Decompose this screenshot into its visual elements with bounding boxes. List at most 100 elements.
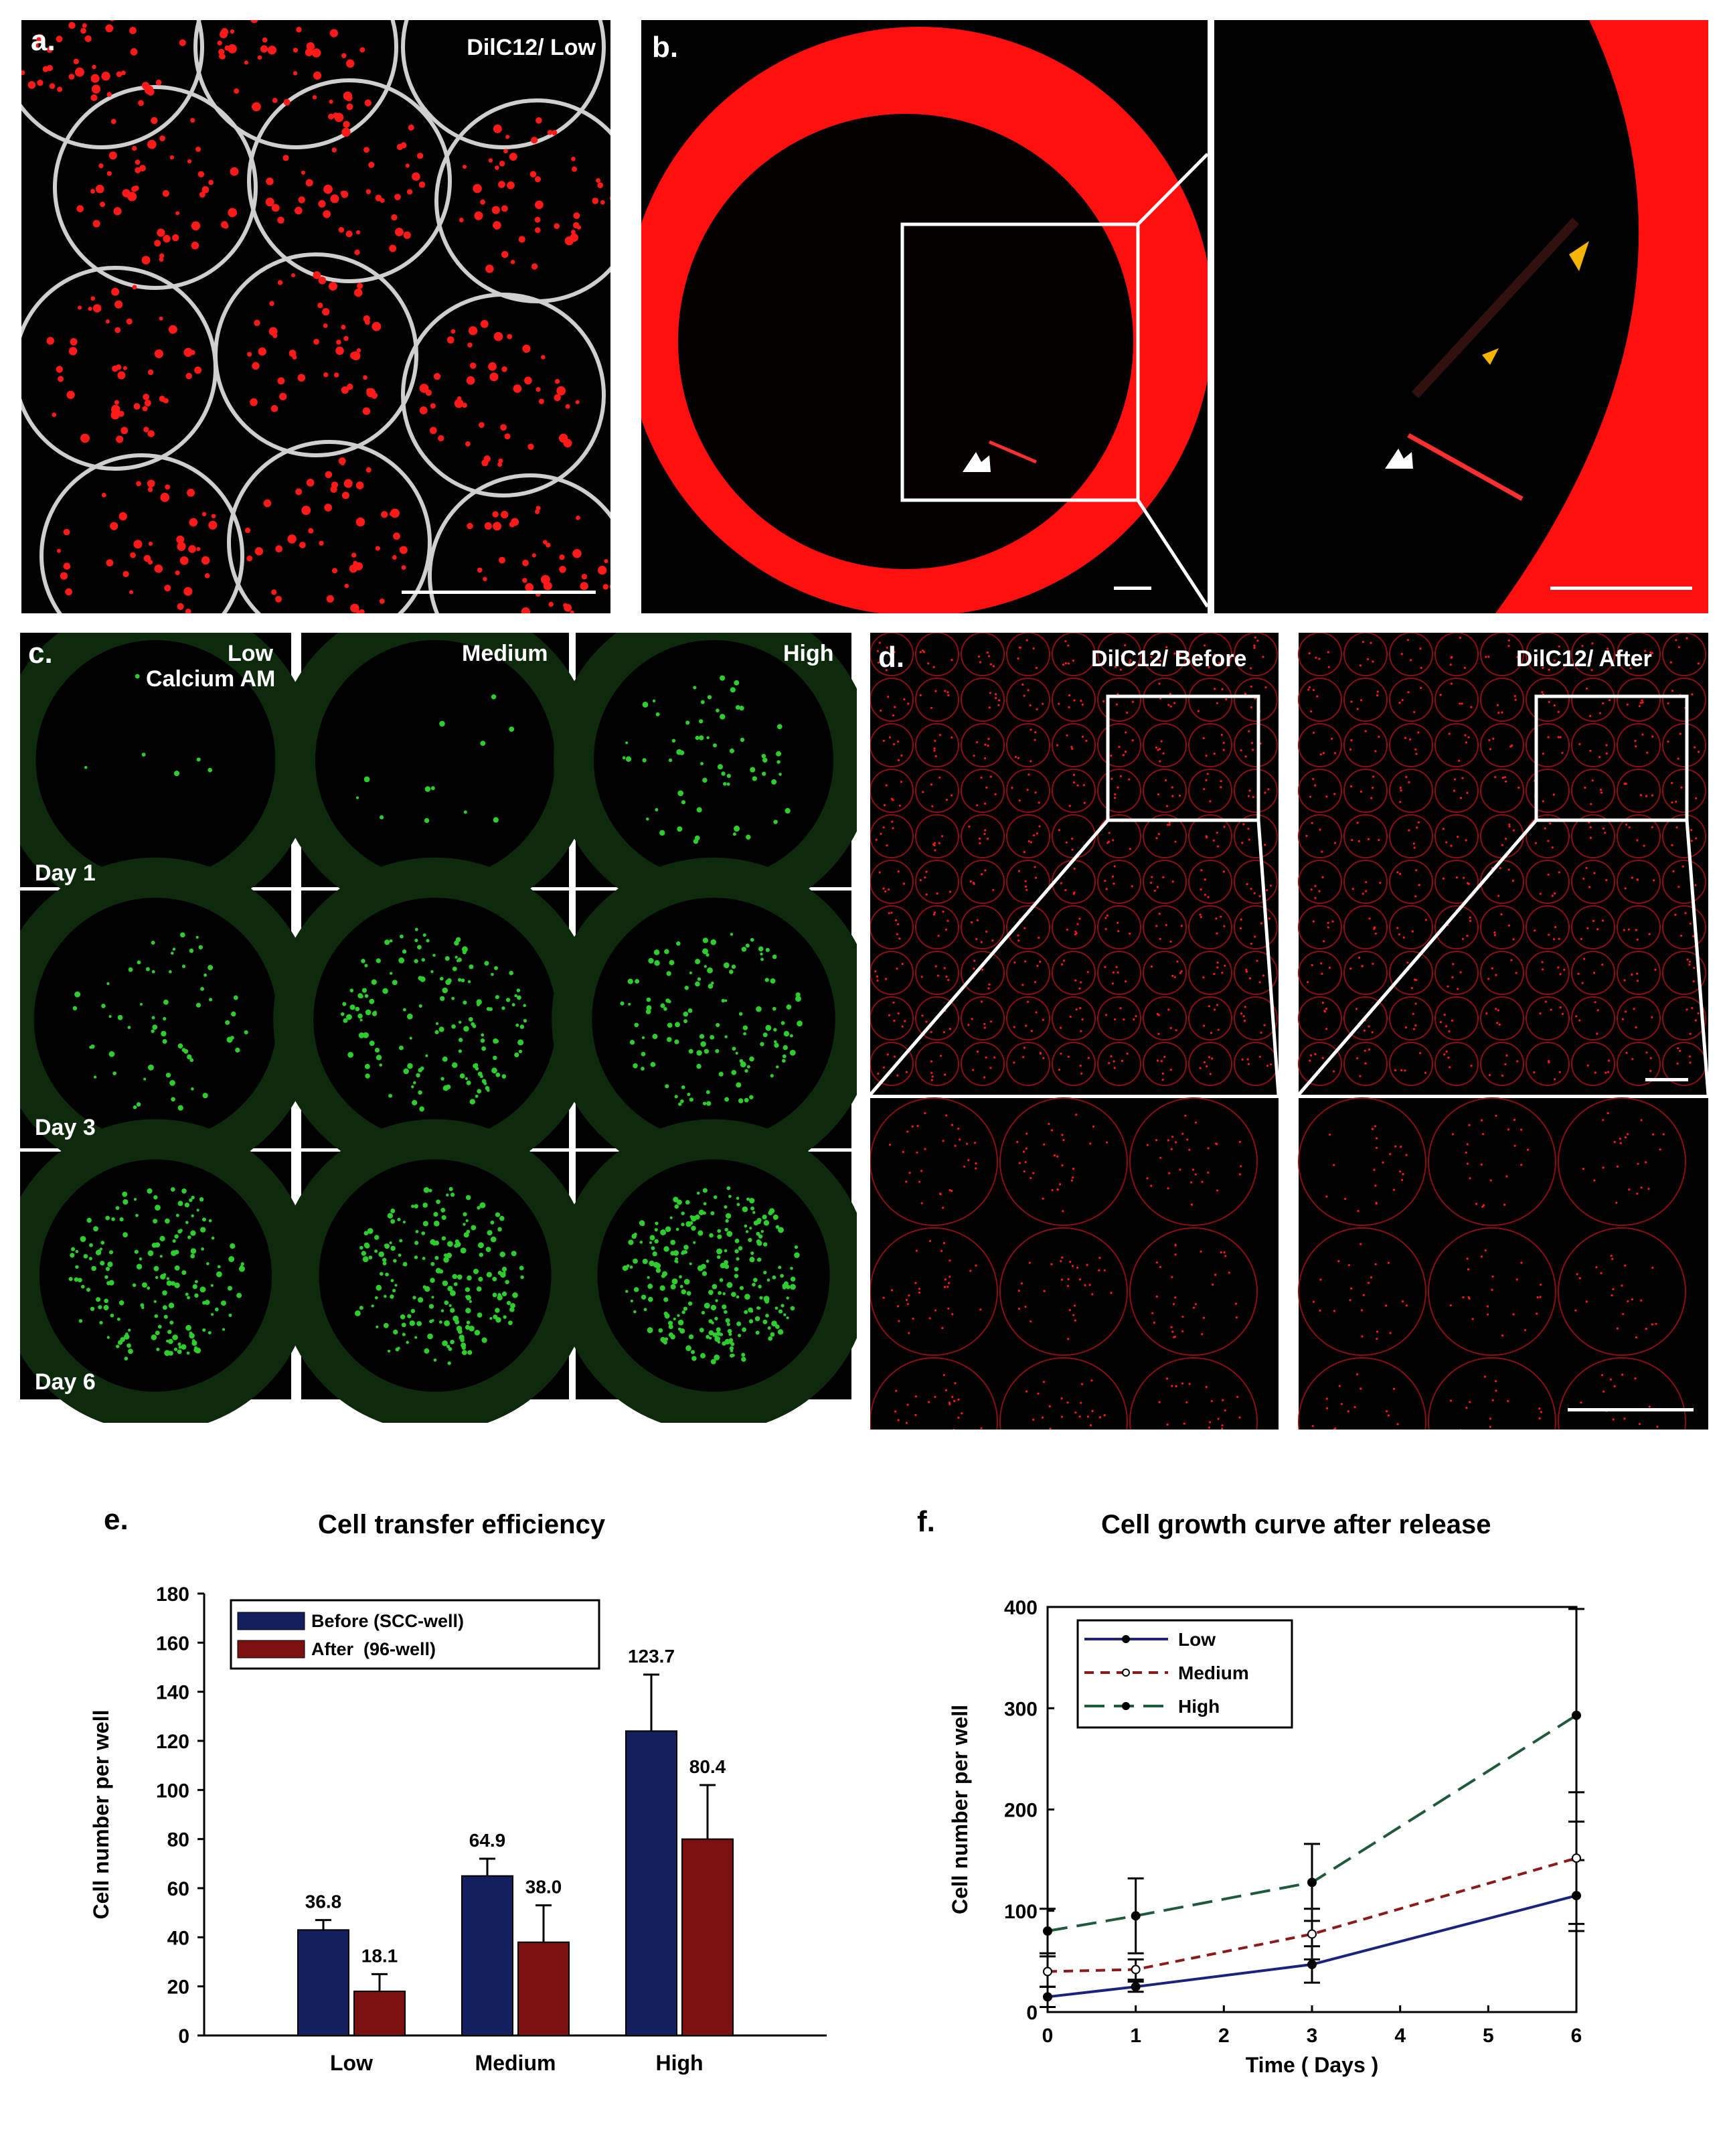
data-point bbox=[1572, 1853, 1581, 1863]
data-label: 38.0 bbox=[525, 1877, 562, 1898]
y-axis-label: Cell number per well bbox=[948, 1705, 972, 1914]
y-tick-label: 200 bbox=[1004, 1800, 1038, 1822]
data-point bbox=[1131, 1982, 1141, 1992]
scale-bar bbox=[1114, 587, 1151, 590]
y-tick-label: 100 bbox=[156, 1780, 189, 1802]
data-point bbox=[1307, 1929, 1317, 1939]
col-label-low: Low bbox=[228, 641, 273, 666]
series-line bbox=[1047, 1857, 1577, 1973]
data-point bbox=[1572, 1710, 1581, 1720]
data-point bbox=[1043, 1967, 1052, 1977]
scale-bar bbox=[1645, 1078, 1688, 1081]
col-label-calcium-am: Calcium AM bbox=[146, 666, 276, 692]
zoom-box bbox=[1534, 694, 1689, 822]
data-label: 64.9 bbox=[469, 1830, 506, 1851]
legend-marker bbox=[1122, 1635, 1130, 1643]
bar bbox=[353, 1991, 406, 2036]
scale-bar bbox=[1568, 1408, 1694, 1411]
series-line bbox=[1047, 1714, 1578, 1932]
y-axis-label: Cell number per well bbox=[89, 1710, 113, 1920]
y-tick-label: 140 bbox=[156, 1682, 189, 1704]
panel-a-wells bbox=[21, 20, 610, 613]
row-label-day6: Day 6 bbox=[35, 1369, 96, 1395]
well-ring bbox=[557, 1119, 870, 1432]
x-tick-label: Medium bbox=[475, 2051, 556, 2075]
panel-letter-d: d. bbox=[878, 641, 905, 674]
y-tick-label: 20 bbox=[167, 1977, 189, 1999]
panel-b-well bbox=[641, 20, 1208, 613]
x-tick-label: 2 bbox=[1218, 2025, 1230, 2047]
scale-bar bbox=[402, 591, 596, 594]
x-axis-label: Time ( Days ) bbox=[1246, 2053, 1379, 2077]
x-tick-label: 4 bbox=[1394, 2025, 1406, 2047]
x-tick-label: 3 bbox=[1307, 2025, 1318, 2047]
panel-letter-e: e. bbox=[104, 1503, 129, 1536]
series-line bbox=[1047, 1894, 1577, 1999]
panel-letter-a: a. bbox=[31, 24, 56, 57]
y-tick-label: 60 bbox=[167, 1878, 189, 1900]
row-label-day3: Day 3 bbox=[35, 1115, 96, 1140]
legend-label: High bbox=[1178, 1696, 1220, 1717]
data-point bbox=[1043, 1926, 1052, 1936]
y-tick-label: 100 bbox=[1004, 1901, 1038, 1923]
arrowhead-icon bbox=[1569, 241, 1589, 271]
y-tick-label: 180 bbox=[156, 1584, 189, 1606]
panel-a-label: DilC12/ Low bbox=[467, 35, 596, 60]
y-tick-label: 120 bbox=[156, 1731, 189, 1753]
arrowhead-icon bbox=[1482, 348, 1499, 365]
x-tick-label: 1 bbox=[1130, 2025, 1141, 2047]
y-tick-label: 400 bbox=[1004, 1597, 1038, 1619]
chart-f: 0 100 200 300 400 0 1 2 3 4 5 6 Time ( Days ) Cell nu… bbox=[948, 1597, 1584, 2077]
arrow-icon bbox=[1385, 449, 1413, 469]
row-label-day1: Day 1 bbox=[35, 860, 96, 886]
bar bbox=[517, 1941, 570, 2037]
bar bbox=[625, 1730, 677, 2036]
col-label-medium: Medium bbox=[462, 641, 548, 666]
panel-letter-c: c. bbox=[28, 637, 53, 670]
panel-d-images bbox=[869, 632, 1710, 1486]
zoom-box bbox=[1106, 694, 1260, 822]
scale-bar bbox=[823, 1407, 839, 1410]
panel-d-before-label: DilC12/ Before bbox=[1091, 646, 1247, 672]
data-point bbox=[1131, 1965, 1141, 1975]
arrow-icon bbox=[963, 452, 991, 472]
panel-c-grid: c. Low Calcium AM Medium High Day 1 Day … bbox=[0, 600, 876, 1432]
data-label: 80.4 bbox=[689, 1756, 726, 1777]
legend-label: After (96-well) bbox=[311, 1639, 436, 1659]
micrograph-tile bbox=[1299, 1098, 1708, 1430]
y-tick-label: 40 bbox=[167, 1927, 189, 1949]
legend-swatch bbox=[237, 1612, 305, 1630]
legend-marker bbox=[1122, 1702, 1130, 1710]
x-tick-label: 0 bbox=[1042, 2025, 1054, 2047]
data-point bbox=[1307, 1959, 1317, 1969]
legend-swatch bbox=[237, 1640, 305, 1659]
x-tick-label: 5 bbox=[1483, 2025, 1494, 2047]
panel-d-after-label: DilC12/ After bbox=[1516, 646, 1652, 672]
x-tick-label: Low bbox=[330, 2051, 373, 2075]
chart-e-title: Cell transfer efficiency bbox=[318, 1510, 606, 1539]
panel-a-micrograph: a. DilC12/ Low bbox=[21, 20, 610, 613]
data-point bbox=[1043, 1992, 1052, 2002]
bar bbox=[461, 1875, 513, 2036]
y-tick-label: 0 bbox=[178, 2025, 189, 2048]
panel-c-images bbox=[0, 600, 876, 1432]
y-tick-label: 80 bbox=[167, 1829, 189, 1851]
y-tick-label: 300 bbox=[1004, 1698, 1038, 1720]
panel-b-zoom-image bbox=[1214, 20, 1708, 613]
panel-b-micrograph: b. bbox=[641, 20, 1208, 613]
chart-e: 0 20 40 60 80 100 120 140 160 180 Cell number per … bbox=[89, 1584, 827, 2075]
bar bbox=[297, 1929, 349, 2036]
col-label-high: High bbox=[783, 641, 834, 666]
data-point bbox=[1131, 1911, 1141, 1921]
data-point bbox=[1307, 1877, 1317, 1888]
legend-label: Before (SCC-well) bbox=[311, 1611, 464, 1631]
scale-bar bbox=[1550, 587, 1692, 590]
panel-d: d. DilC12/ Before DilC12/ After bbox=[869, 632, 1710, 1486]
panel-letter-b: b. bbox=[652, 31, 679, 64]
y-tick-label: 0 bbox=[1026, 2002, 1038, 2024]
data-label: 36.8 bbox=[305, 1892, 342, 1912]
legend-label: Medium bbox=[1178, 1663, 1249, 1683]
legend-marker bbox=[1122, 1669, 1130, 1677]
micrograph-tile bbox=[870, 1098, 1279, 1430]
bar bbox=[681, 1838, 734, 2036]
